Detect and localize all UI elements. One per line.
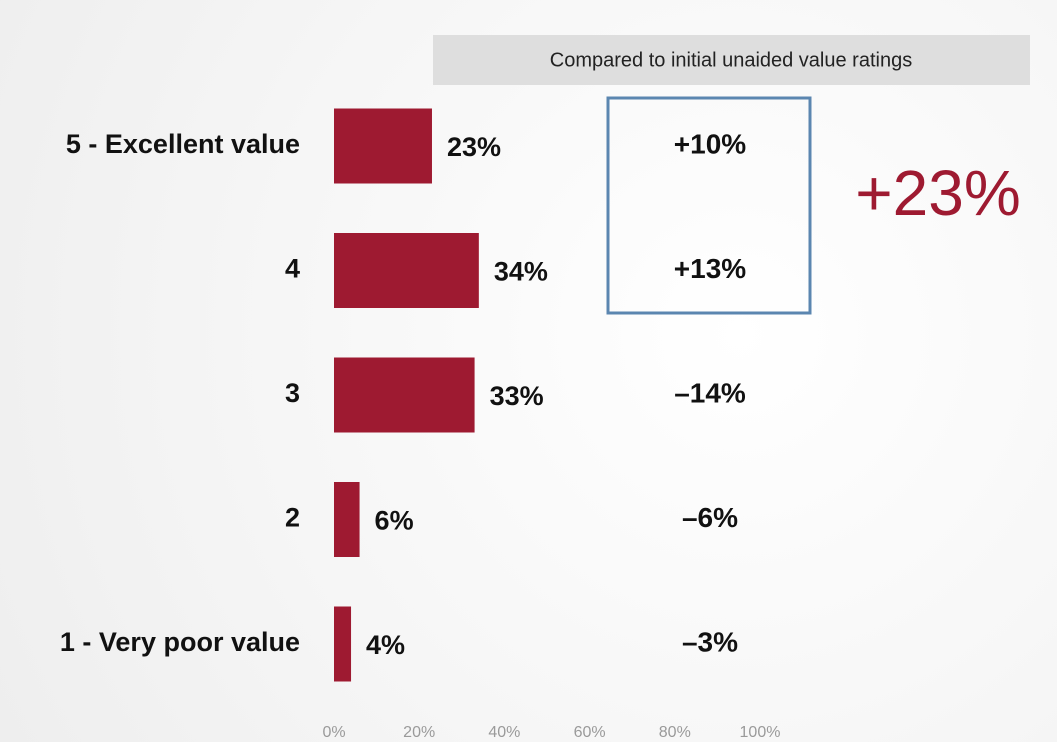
value-label: 34% xyxy=(494,257,548,287)
value-label: 23% xyxy=(447,132,501,162)
category-label: 5 - Excellent value xyxy=(66,129,300,159)
annotation: +23% xyxy=(855,157,1020,229)
value-label: 33% xyxy=(490,381,544,411)
category-label: 3 xyxy=(285,378,300,408)
x-tick-label: 60% xyxy=(574,724,606,741)
bar xyxy=(334,233,479,308)
bar xyxy=(334,357,475,433)
category-label: 4 xyxy=(285,254,300,284)
bar xyxy=(334,606,352,682)
comparison-header-box xyxy=(433,35,1030,85)
value-label: 6% xyxy=(375,506,414,536)
bar xyxy=(334,482,360,557)
comparison-label: +10% xyxy=(674,128,746,159)
comparison-label: –14% xyxy=(674,377,746,408)
comparison-label: –6% xyxy=(682,502,738,533)
x-tick-label: 0% xyxy=(322,724,345,741)
x-tick-label: 80% xyxy=(659,724,691,741)
x-tick-label: 40% xyxy=(488,724,520,741)
x-tick-label: 20% xyxy=(403,724,435,741)
comparison-label: –3% xyxy=(682,626,738,657)
x-tick-label: 100% xyxy=(740,724,781,741)
bar xyxy=(334,108,432,184)
category-label: 2 xyxy=(285,503,300,533)
comparison-title: Compared to initial unaided value rating… xyxy=(550,49,912,71)
category-label: 1 - Very poor value xyxy=(60,627,300,657)
comparison-label: +13% xyxy=(674,253,746,284)
value-label: 4% xyxy=(366,630,405,660)
highlight-box xyxy=(606,96,812,315)
